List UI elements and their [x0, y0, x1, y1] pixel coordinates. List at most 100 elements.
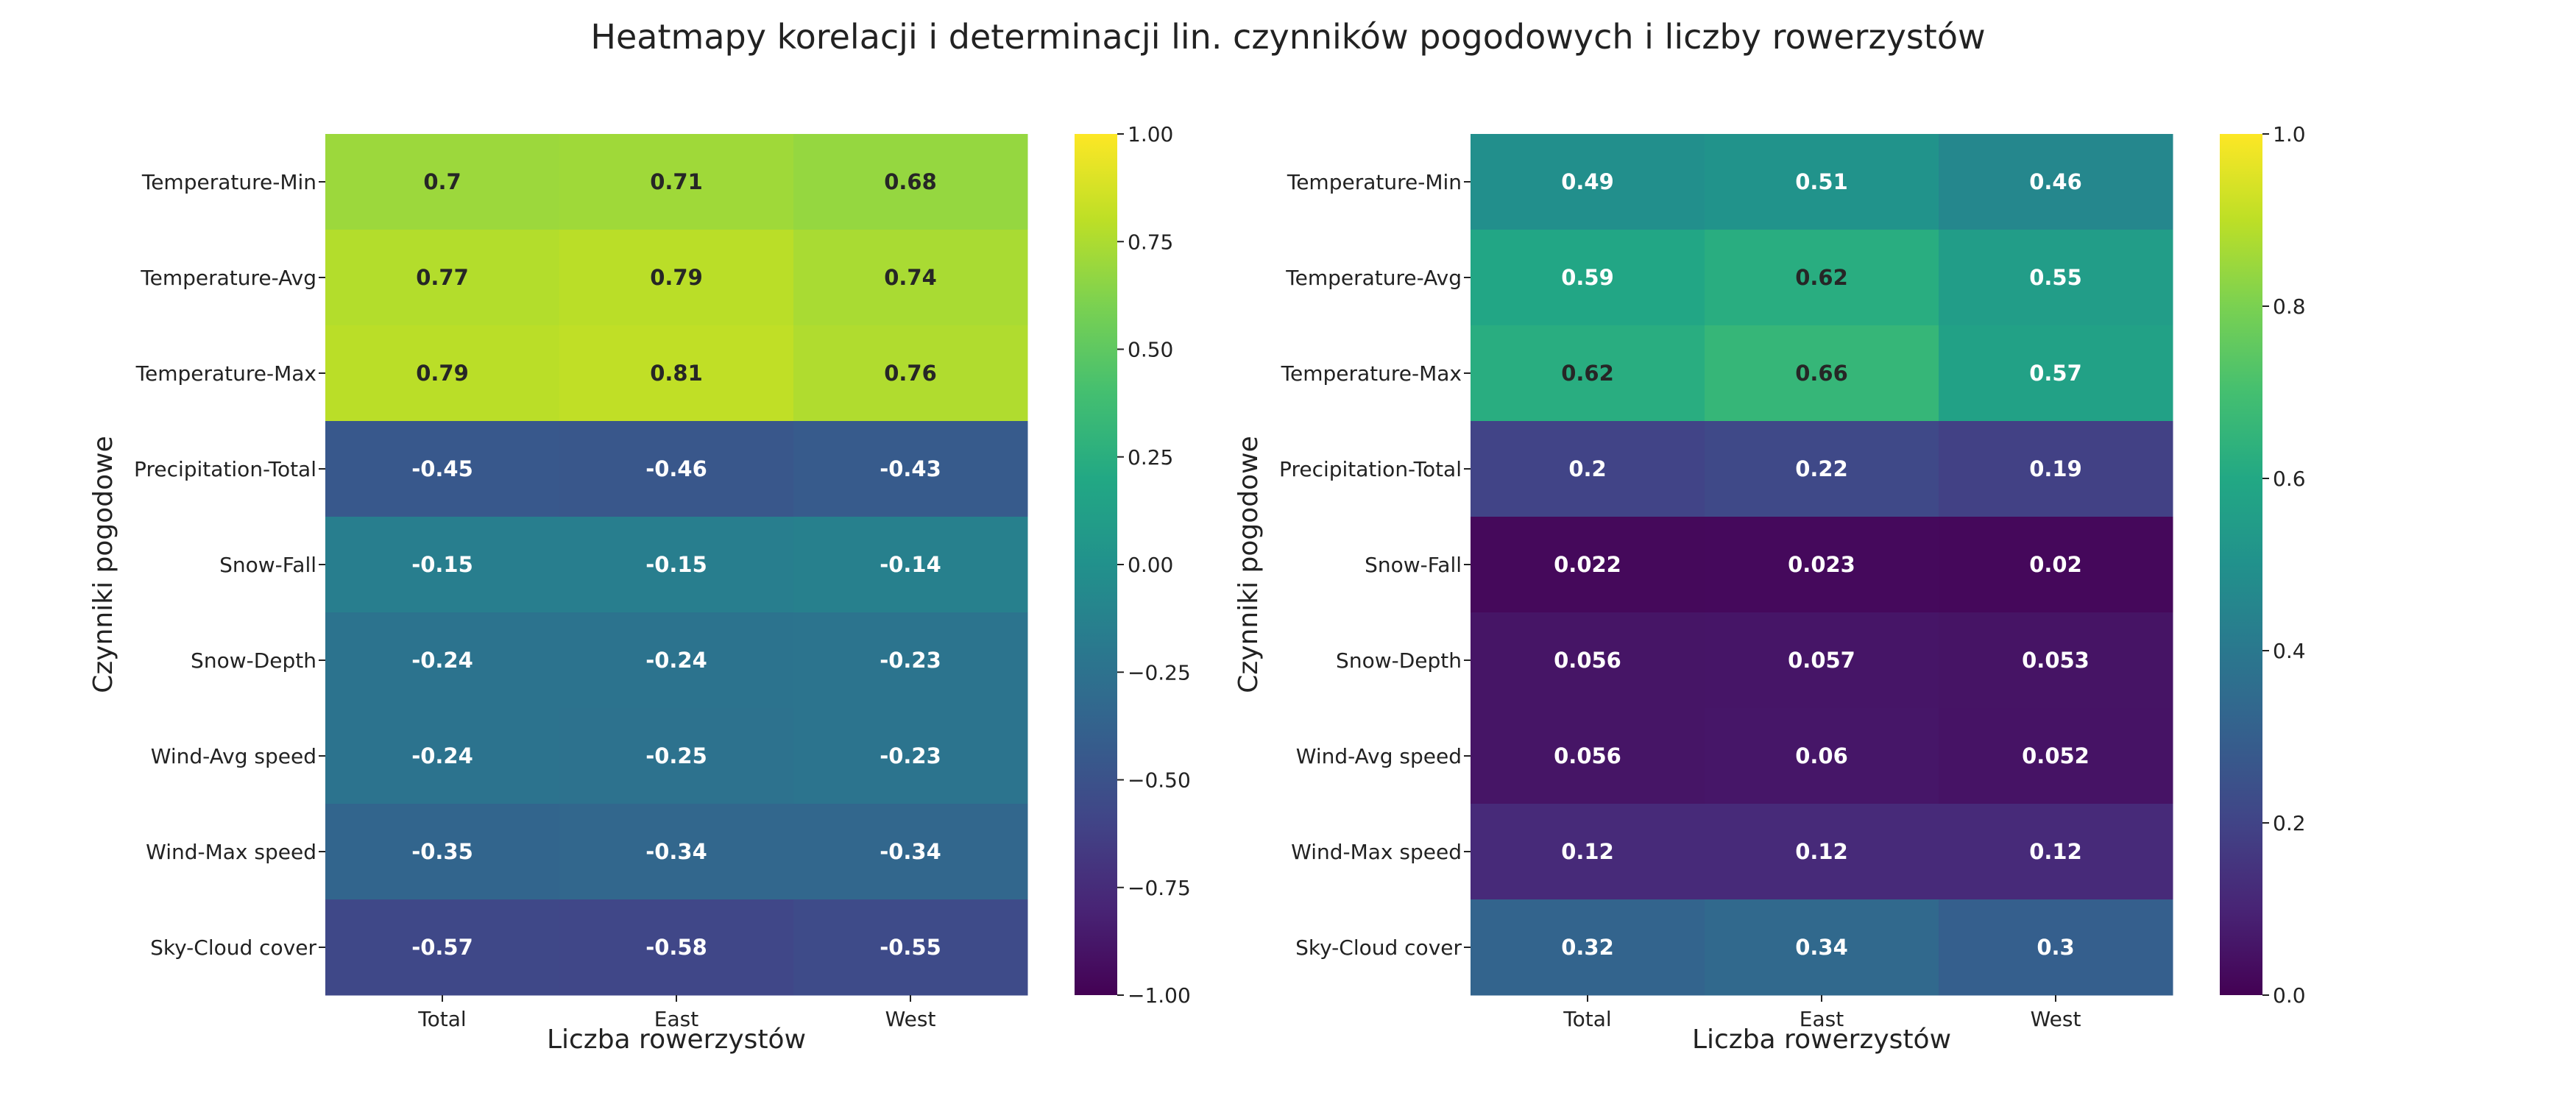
cell-value-label: -0.14 — [880, 552, 941, 577]
colorbar-tick-label: 0.0 — [2273, 983, 2306, 1008]
cell-value-label: -0.34 — [880, 839, 941, 864]
x-axis-label: Liczba rowerzystów — [547, 1025, 806, 1055]
y-tick-label: Snow-Depth — [1336, 648, 1462, 673]
heatmap-cell — [325, 708, 560, 804]
y-tick-label: Snow-Fall — [1365, 553, 1462, 577]
heatmap-cell — [1705, 899, 1939, 996]
y-tick-label: Wind-Max speed — [146, 840, 316, 864]
heatmap-cell — [559, 421, 794, 517]
y-tick-label: Temperature-Min — [141, 170, 316, 194]
y-tick-label: Temperature-Max — [135, 361, 316, 386]
heatmap-cell — [1471, 708, 1705, 804]
y-tick-label: Temperature-Max — [1281, 361, 1462, 386]
cell-value-label: 0.57 — [2029, 361, 2082, 386]
heatmap-cell — [793, 230, 1028, 326]
x-tick-label: West — [2031, 1007, 2081, 1031]
cell-value-label: 0.022 — [1554, 552, 1621, 577]
colorbar-tick-label: 0.00 — [1128, 553, 1173, 577]
cell-value-label: 0.056 — [1554, 743, 1621, 768]
cell-value-label: 0.62 — [1795, 265, 1848, 290]
colorbar-tick-label: −0.50 — [1128, 768, 1191, 793]
y-tick-label: Temperature-Avg — [1285, 266, 1462, 290]
colorbar-tick-label: 0.2 — [2273, 811, 2306, 835]
y-tick-label: Wind-Avg speed — [151, 744, 316, 768]
colorbar-tick-label: 0.25 — [1128, 445, 1173, 470]
heatmap-cell — [1939, 134, 2173, 230]
heatmap-cell — [1939, 612, 2173, 709]
heatmap-cell — [1471, 134, 1705, 230]
x-tick-label: East — [654, 1007, 698, 1031]
colorbar — [1075, 134, 1117, 995]
heatmap-cell — [793, 612, 1028, 709]
x-axis-label: Liczba rowerzystów — [1692, 1025, 1951, 1055]
heatmap-cell — [1705, 708, 1939, 804]
cell-value-label: 0.55 — [2029, 265, 2082, 290]
colorbar-tick-label: 0.6 — [2273, 467, 2306, 491]
x-tick-label: Total — [1563, 1007, 1611, 1031]
colorbar-tick-label: 1.0 — [2273, 122, 2306, 146]
cell-value-label: 0.71 — [650, 169, 703, 194]
heatmap-panel-1: 0.7 0.71 0.68 0.77 0.79 0.74 0.79 0.81 0.76 -0.45… — [88, 122, 1191, 1055]
colorbar-tick-label: −0.75 — [1128, 876, 1191, 900]
heatmap-cell — [1705, 517, 1939, 613]
cell-value-label: 0.12 — [2029, 839, 2082, 864]
heatmap-cell — [1705, 804, 1939, 900]
heatmap-cell — [1471, 517, 1705, 613]
cell-value-label: -0.24 — [411, 743, 473, 768]
heatmap-cell — [1939, 325, 2173, 422]
y-axis-label: Czynniki pogodowe — [1234, 436, 1264, 693]
y-tick-label: Precipitation-Total — [1279, 457, 1462, 481]
heatmap-cell — [559, 230, 794, 326]
heatmap-cell — [1939, 517, 2173, 613]
colorbar-tick-label: 1.00 — [1128, 122, 1173, 146]
heatmap-cell — [1939, 804, 2173, 900]
cell-value-label: 0.02 — [2029, 552, 2082, 577]
heatmap-cell — [793, 325, 1028, 422]
cell-value-label: 0.77 — [416, 265, 469, 290]
cell-value-label: -0.25 — [645, 743, 707, 768]
heatmap-cell — [793, 804, 1028, 900]
heatmap-cell — [1705, 134, 1939, 230]
heatmap-cell — [325, 134, 560, 230]
cell-value-label: 0.023 — [1788, 552, 1855, 577]
heatmap-cell — [559, 517, 794, 613]
heatmap-cell — [325, 517, 560, 613]
heatmap-cell — [559, 612, 794, 709]
cell-value-label: 0.76 — [884, 361, 937, 386]
heatmap-cell — [325, 325, 560, 422]
cell-value-label: 0.81 — [650, 361, 703, 386]
heatmap-cell — [1939, 230, 2173, 326]
y-tick-label: Wind-Avg speed — [1296, 744, 1462, 768]
cell-value-label: 0.34 — [1795, 935, 1848, 960]
y-tick-label: Temperature-Avg — [140, 266, 316, 290]
cell-value-label: -0.58 — [645, 935, 707, 960]
heatmap-cell — [1705, 230, 1939, 326]
cell-value-label: -0.24 — [411, 648, 473, 673]
cell-value-label: 0.06 — [1795, 743, 1848, 768]
heatmap-cell — [1471, 804, 1705, 900]
cell-value-label: 0.51 — [1795, 169, 1848, 194]
heatmap-cell — [793, 708, 1028, 804]
cell-value-label: 0.12 — [1795, 839, 1848, 864]
cell-value-label: 0.62 — [1561, 361, 1614, 386]
colorbar-tick-label: 0.75 — [1128, 230, 1173, 254]
heatmap-cell — [325, 612, 560, 709]
cell-value-label: 0.053 — [2022, 648, 2090, 673]
heatmap-cell — [1471, 325, 1705, 422]
cell-value-label: -0.57 — [411, 935, 473, 960]
heatmap-cell — [559, 134, 794, 230]
cell-value-label: -0.24 — [645, 648, 707, 673]
cell-value-label: 0.2 — [1568, 456, 1606, 481]
heatmap-cell — [325, 230, 560, 326]
heatmap-cell — [559, 325, 794, 422]
cell-value-label: -0.15 — [411, 552, 473, 577]
heatmap-cell — [793, 517, 1028, 613]
heatmap-cell — [1471, 230, 1705, 326]
cell-value-label: 0.7 — [423, 169, 461, 194]
cell-value-label: -0.35 — [411, 839, 473, 864]
heatmap-cell — [1939, 899, 2173, 996]
y-tick-label: Precipitation-Total — [134, 457, 316, 481]
y-tick-label: Wind-Max speed — [1291, 840, 1462, 864]
cell-value-label: 0.052 — [2022, 743, 2090, 768]
